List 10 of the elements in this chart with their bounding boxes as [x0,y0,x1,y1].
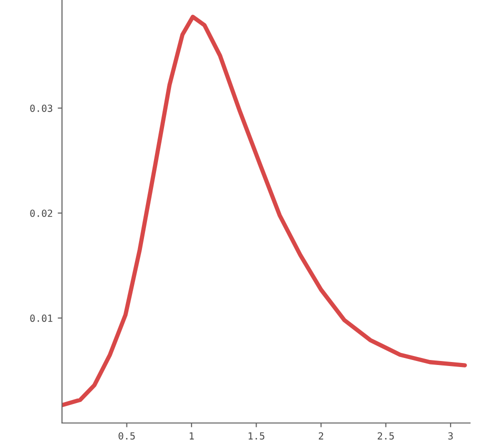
y-tick-label: 0.03 [30,104,52,112]
x-tick-label: 1 [190,432,194,440]
x-tick-label: 3 [448,432,453,440]
line-series [62,14,467,408]
y-tick-label: 0.02 [30,210,52,217]
x-tick-label: 2.5 [378,432,394,440]
x-tick-label: 2 [318,432,324,440]
x-tick-label: 0.5 [118,432,135,440]
x-tick-label: 1.5 [248,432,264,440]
y-tick-label: 0.01 [30,314,52,322]
